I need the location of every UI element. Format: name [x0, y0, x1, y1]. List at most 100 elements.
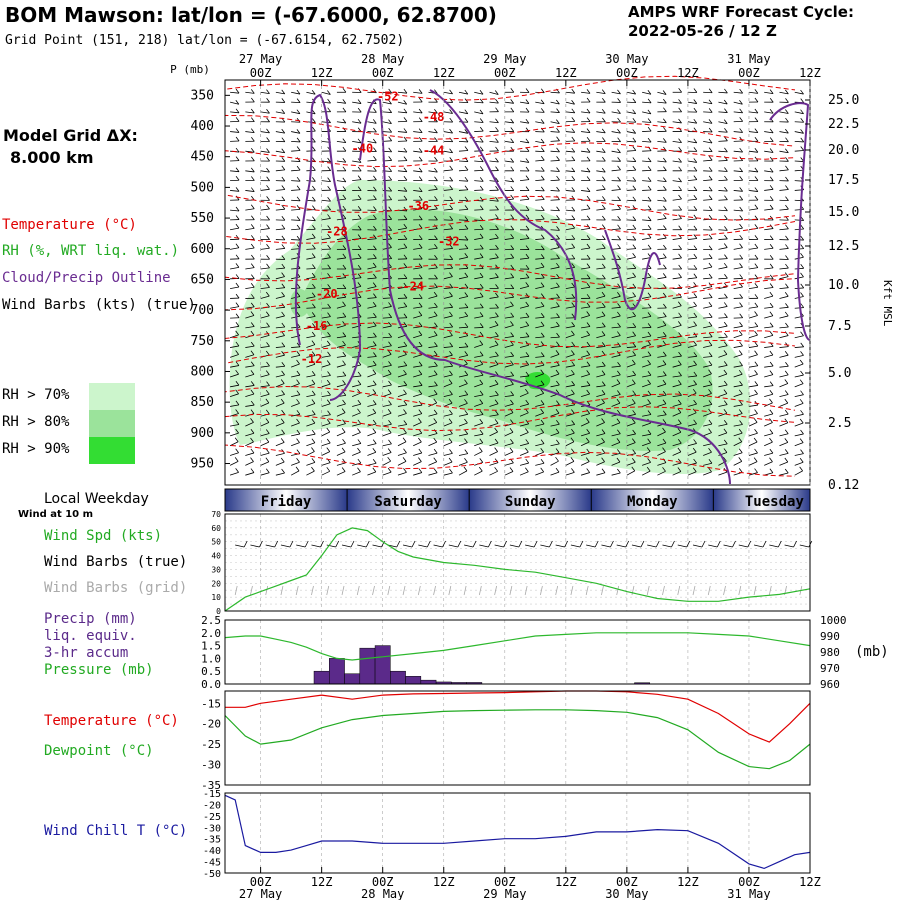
- wind-barb: [672, 101, 682, 104]
- wind-barb-flag: [494, 379, 499, 385]
- wind-barb: [657, 375, 667, 378]
- wind-barb: [504, 471, 514, 476]
- wind-barb-flag: [373, 147, 377, 152]
- wind-barb: [458, 355, 468, 358]
- wind-barb-flag: [312, 205, 316, 210]
- wind-barb-flag: [708, 175, 713, 181]
- wind-barb-flag: [312, 225, 316, 230]
- wind-barb: [367, 305, 377, 309]
- wind-barb-flag: [265, 370, 270, 375]
- wind-barb: [672, 462, 682, 466]
- wind-barb-flag: [754, 361, 759, 367]
- wind-barb-flag: [555, 350, 560, 355]
- wind-barb-flag: [677, 399, 682, 405]
- wind-barb-flag: [739, 223, 743, 229]
- wind-barb-flag: [266, 156, 270, 162]
- true-barb-flag: [594, 540, 599, 548]
- wind-barb-flag: [327, 214, 331, 219]
- wind-barb-flag: [708, 138, 713, 144]
- wind-barb-flag: [510, 177, 515, 183]
- wind-barb-flag: [235, 409, 239, 414]
- wind-barb: [352, 160, 362, 163]
- true-barb-flag: [487, 540, 492, 548]
- wind-barb: [245, 190, 255, 192]
- wind-barb-flag: [646, 466, 651, 472]
- top-hour-tick: 00Z: [738, 66, 760, 80]
- wind-barb-flag: [753, 418, 758, 423]
- wind-barb: [519, 443, 529, 447]
- wind-barb-flag: [678, 273, 682, 278]
- wind-barb: [611, 383, 621, 388]
- wind-barb-flag: [235, 243, 240, 249]
- wind-barb: [550, 160, 560, 162]
- wind-barb-flag: [388, 206, 392, 211]
- wind-barb: [657, 451, 666, 456]
- wind-barb: [657, 403, 667, 407]
- wind-barb-flag: [525, 158, 530, 163]
- wind-barb: [382, 373, 392, 378]
- legend-cloud: Cloud/Precip Outline: [2, 270, 171, 286]
- true-barb: [235, 544, 245, 548]
- wind-barb: [290, 402, 300, 407]
- temperature-label: -32: [438, 235, 460, 249]
- wind-barb: [275, 394, 285, 398]
- wind-barb: [230, 170, 240, 173]
- wind-barb-flag: [280, 418, 285, 423]
- wind-barb: [779, 131, 789, 134]
- wind-barb-flag: [540, 186, 545, 192]
- wind-barb-flag: [586, 302, 591, 308]
- wind-barb: [474, 383, 483, 388]
- wind-barb-flag: [280, 379, 285, 384]
- wind-barb-flag: [647, 109, 652, 115]
- wind-barb-flag: [602, 97, 606, 103]
- wind-barb-flag: [693, 175, 698, 180]
- wind-tick: 20: [211, 579, 221, 588]
- wind-barb-flag: [434, 196, 438, 201]
- wind-barb-flag: [235, 468, 239, 473]
- wind-barb-flag: [403, 234, 408, 240]
- wind-barb-flag: [372, 321, 377, 327]
- wind-barb: [260, 461, 270, 466]
- wind-barb-flag: [617, 449, 621, 454]
- wind-barb-flag: [434, 156, 438, 162]
- pressure-tick: 700: [191, 303, 214, 318]
- wind-barb-flag: [403, 428, 407, 434]
- wind-barb: [642, 199, 652, 202]
- wind-tick: 50: [211, 538, 221, 547]
- wind-barb-flag: [510, 166, 515, 172]
- cloud-outline: [769, 102, 811, 341]
- wind-barb-flag: [662, 438, 667, 444]
- wind-barb-flag: [602, 255, 606, 260]
- wind-barb: [748, 441, 758, 447]
- wind-barb-flag: [723, 341, 728, 346]
- pressure-tick: 800: [191, 364, 214, 379]
- height-tick: 12.5: [828, 239, 859, 254]
- bottom-hour-tick: 12Z: [799, 875, 821, 889]
- main-frame: [224, 79, 811, 486]
- wind-barb-flag: [510, 118, 515, 124]
- wind-barb-flag: [403, 128, 408, 133]
- wind-barb-flag: [418, 89, 423, 94]
- wind-barb-flag: [373, 254, 377, 259]
- wind-barb: [748, 404, 758, 407]
- wind-barb-flag: [388, 400, 392, 405]
- wind-barb-flag: [677, 360, 682, 365]
- wind-barb-flag: [235, 206, 240, 212]
- wind-barb-flag: [281, 98, 286, 103]
- temperature-label: -12: [301, 352, 323, 366]
- wind-barb-flag: [418, 302, 423, 308]
- wind-barb-flag: [495, 303, 499, 309]
- wind-barb: [428, 393, 438, 398]
- wind-barb: [367, 384, 377, 388]
- wind-barb: [596, 374, 606, 378]
- wind-barb-flag: [677, 428, 682, 433]
- wind-barb: [733, 267, 743, 270]
- wind-barb: [626, 228, 636, 231]
- wind-barb-flag: [708, 254, 713, 259]
- wind-barb-flag: [418, 108, 423, 114]
- weekday-segment: [713, 489, 810, 511]
- wind-barb-flag: [601, 89, 606, 94]
- wind-barb-flag: [373, 175, 377, 181]
- wind-barb: [687, 179, 697, 182]
- wind-barb-flag: [449, 117, 454, 123]
